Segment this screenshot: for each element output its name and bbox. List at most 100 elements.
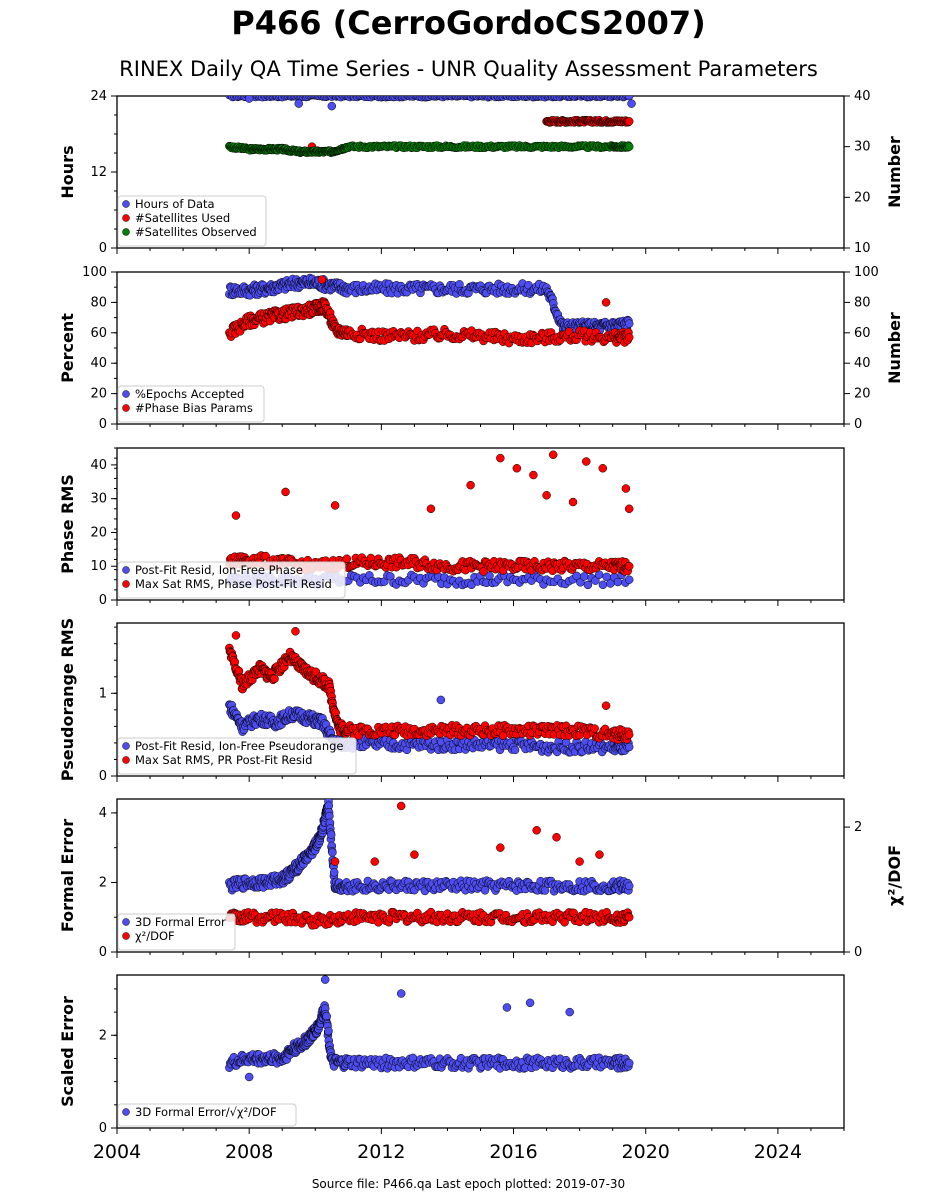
data-point — [320, 975, 330, 984]
x-tick-label: 2008 — [225, 1141, 273, 1163]
y-tick-label: 10 — [90, 559, 107, 574]
legend-marker — [122, 756, 130, 764]
y-right-tick-label: 30 — [854, 140, 871, 155]
legend-label: #Satellites Observed — [135, 225, 257, 239]
panel-2: 0 20 40 60 80 100 0 20 40 60 80 100 Number Percent %Ep… — [58, 265, 904, 432]
legend-marker — [122, 1108, 130, 1116]
data-point — [329, 868, 339, 877]
data-point — [583, 580, 593, 590]
source-footer: Source file: P466.qa Last epoch plotted:… — [311, 1177, 626, 1191]
y-tick-label: 1 — [99, 686, 107, 701]
legend: Hours of Data#Satellites Used#Satellites… — [117, 195, 267, 247]
legend-marker — [122, 214, 130, 222]
data-point — [502, 1003, 512, 1012]
plot-points — [225, 96, 636, 158]
legend-marker — [122, 200, 130, 208]
legend-label: #Satellites Used — [135, 211, 230, 225]
y-right-axis-label: Number — [885, 136, 904, 208]
data-point — [598, 580, 608, 590]
legend-label: Hours of Data — [135, 197, 215, 211]
y-right-tick-label: 80 — [854, 295, 871, 310]
page-title: P466 (CerroGordoCS2007) — [231, 4, 706, 42]
y-right-tick-label: 0 — [854, 945, 862, 960]
data-point — [598, 464, 608, 473]
series-2 — [225, 627, 634, 745]
legend-marker — [122, 580, 130, 588]
data-point — [613, 577, 623, 587]
data-point — [326, 830, 336, 839]
data-point — [624, 1058, 634, 1068]
series-1 — [225, 799, 634, 896]
plot-points — [225, 627, 634, 757]
data-point — [575, 857, 584, 866]
y-tick-label: 40 — [90, 458, 107, 473]
data-point — [548, 450, 558, 460]
data-point — [342, 554, 352, 564]
data-point — [410, 850, 419, 859]
data-point — [624, 742, 634, 752]
series-2 — [225, 275, 634, 348]
legend-marker — [122, 566, 130, 574]
y-tick-label: 40 — [90, 356, 107, 371]
y-right-tick-label: 10 — [854, 241, 871, 256]
legend-label: %Epochs Accepted — [135, 387, 244, 401]
data-point — [244, 96, 254, 103]
series-2 — [225, 450, 634, 576]
y-right-tick-label: 100 — [854, 265, 879, 280]
data-point — [396, 989, 406, 998]
data-point — [426, 504, 436, 514]
data-point — [621, 484, 631, 493]
y-tick-label: 12 — [90, 165, 107, 180]
legend-label: 3D Formal Error/√χ²/DOF — [135, 1105, 277, 1119]
data-point — [512, 464, 522, 473]
data-point — [624, 504, 634, 514]
data-point — [327, 101, 337, 111]
x-tick-label: 2016 — [489, 1141, 537, 1163]
data-point — [581, 457, 591, 466]
legend: %Epochs Accepted#Phase Bias Params — [117, 385, 265, 423]
data-point — [627, 99, 636, 108]
data-point — [510, 745, 520, 755]
y-tick-label: 4 — [99, 806, 107, 821]
plot-points — [225, 975, 634, 1082]
y-tick-label: 0 — [99, 945, 107, 960]
data-point — [231, 631, 241, 640]
y-tick-label: 0 — [99, 417, 107, 432]
data-point — [281, 487, 290, 497]
x-tick-label: 2024 — [754, 1141, 802, 1163]
legend-marker — [122, 742, 130, 750]
data-point — [466, 480, 475, 490]
y-tick-label: 80 — [90, 295, 107, 310]
data-point — [542, 491, 551, 500]
data-point — [624, 333, 634, 342]
legend-marker — [122, 404, 130, 412]
y-right-tick-label: 60 — [854, 326, 871, 341]
data-point — [328, 848, 337, 857]
y-right-tick-label: 2 — [854, 820, 862, 835]
legend-box — [117, 561, 346, 599]
data-point — [480, 886, 490, 895]
legend-box — [117, 385, 265, 423]
y-tick-label: 60 — [90, 326, 107, 341]
data-point — [324, 1026, 333, 1036]
x-tick-label: 2020 — [622, 1141, 670, 1163]
panel-6: 0 2 Scaled Error 2004 2008 2012 2016 2020 2024 3D… — [58, 974, 845, 1163]
data-point — [231, 511, 241, 520]
series-1 — [225, 96, 636, 111]
data-point — [624, 319, 634, 328]
data-point — [370, 857, 380, 866]
data-point — [330, 501, 340, 510]
legend-label: 3D Formal Error — [135, 915, 226, 929]
y-tick-label: 0 — [99, 769, 107, 784]
data-point — [496, 843, 505, 852]
y-right-axis-label: Number — [885, 312, 904, 384]
legend-marker — [122, 228, 130, 236]
data-point — [601, 298, 611, 307]
legend-label: #Phase Bias Params — [135, 401, 253, 415]
data-point — [624, 881, 634, 891]
y-right-tick-label: 0 — [854, 417, 862, 432]
